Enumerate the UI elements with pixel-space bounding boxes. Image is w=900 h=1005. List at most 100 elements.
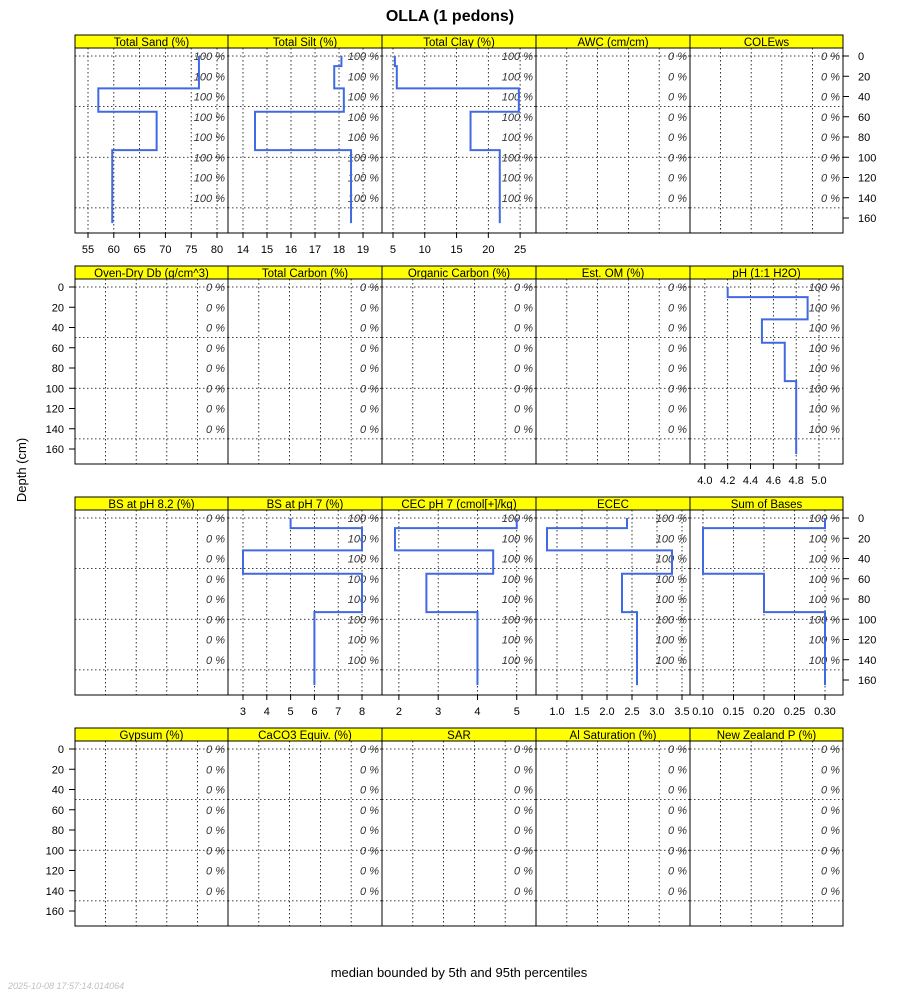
panel-title: AWC (cm/cm) [577,37,648,49]
percent-label: 100 % [502,112,533,124]
percent-label: 0 % [668,173,687,185]
percent-label: 0 % [668,744,687,756]
percent-label: 100 % [348,152,379,164]
y-tick-label: 140 [46,886,64,898]
percent-label: 0 % [206,744,225,756]
y-tick-label: 160 [46,444,64,456]
percent-label: 0 % [206,764,225,776]
panel-background [382,48,536,233]
panel-title: SAR [447,730,471,742]
panel-background [75,510,228,695]
percent-label: 100 % [809,554,840,566]
panel-background [536,510,690,695]
percent-label: 100 % [502,655,533,667]
percent-label: 100 % [809,404,840,416]
x-tick-label: 5.0 [811,475,826,487]
y-tick-label: 20 [858,71,870,83]
percent-label: 0 % [514,805,533,817]
percent-label: 0 % [360,785,379,797]
percent-label: 0 % [206,635,225,647]
percent-label: 0 % [821,51,840,63]
x-tick-label: 6 [311,706,317,718]
percent-label: 0 % [206,363,225,375]
percent-label: 0 % [668,323,687,335]
percent-label: 0 % [360,845,379,857]
percent-label: 0 % [668,71,687,83]
percent-label: 100 % [502,92,533,104]
percent-label: 100 % [809,383,840,395]
percent-label: 100 % [502,71,533,83]
percent-label: 100 % [809,424,840,436]
percent-label: 0 % [514,886,533,898]
percent-label: 0 % [206,282,225,294]
x-tick-label: 3 [240,706,246,718]
percent-label: 0 % [668,805,687,817]
x-tick-label: 0.25 [784,706,805,718]
median-line-series [241,518,364,686]
percent-label: 0 % [360,383,379,395]
x-tick-label: 0.30 [814,706,835,718]
percent-label: 100 % [809,533,840,545]
percent-label: 100 % [348,51,379,63]
y-tick-label: 160 [46,906,64,918]
panel-background [690,741,843,926]
percent-label: 0 % [206,383,225,395]
x-tick-label: 1.5 [574,706,589,718]
x-tick-label: 17 [309,244,321,256]
percent-label: 0 % [206,574,225,586]
median-line-series [701,518,827,686]
x-tick-label: 80 [211,244,223,256]
x-tick-label: 7 [335,706,341,718]
x-axis-label: median bounded by 5th and 95th percentil… [331,965,588,980]
x-tick-label: 5 [390,244,396,256]
percent-label: 100 % [502,574,533,586]
y-tick-label: 40 [858,92,870,104]
percent-label: 0 % [514,825,533,837]
percent-label: 0 % [360,363,379,375]
x-tick-label: 15 [261,244,273,256]
y-tick-label: 0 [858,51,864,63]
percent-label: 0 % [206,323,225,335]
panel-background [382,741,536,926]
panel-background [75,741,228,926]
percent-label: 0 % [514,302,533,314]
panel-title: Gypsum (%) [120,730,184,742]
panel-title: Al Saturation (%) [570,730,657,742]
percent-label: 0 % [514,363,533,375]
x-tick-label: 4 [264,706,270,718]
x-tick-label: 8 [359,706,365,718]
percent-label: 0 % [668,193,687,205]
percent-label: 100 % [348,533,379,545]
percent-label: 0 % [360,805,379,817]
y-tick-label: 160 [858,675,876,687]
x-tick-label: 4.8 [789,475,804,487]
panel-title: Total Carbon (%) [262,268,348,280]
percent-label: 0 % [206,404,225,416]
percent-label: 0 % [821,193,840,205]
percent-label: 100 % [194,51,225,63]
percent-label: 0 % [821,785,840,797]
panel-title: COLEws [744,37,790,49]
percent-label: 100 % [348,71,379,83]
percent-label: 100 % [348,173,379,185]
panel-title: BS at pH 8.2 (%) [108,499,194,511]
percent-label: 100 % [194,92,225,104]
y-tick-label: 120 [858,173,876,185]
percent-label: 100 % [502,635,533,647]
percent-label: 0 % [360,282,379,294]
percent-label: 0 % [668,785,687,797]
y-tick-label: 0 [58,744,64,756]
percent-label: 0 % [360,424,379,436]
percent-label: 0 % [514,282,533,294]
percent-label: 0 % [668,152,687,164]
percent-label: 0 % [821,132,840,144]
percent-label: 0 % [668,363,687,375]
panel-title: ECEC [597,499,629,511]
percent-label: 0 % [206,805,225,817]
percent-label: 0 % [668,302,687,314]
panel-title: Total Silt (%) [273,37,338,49]
x-tick-label: 16 [285,244,297,256]
percent-label: 0 % [514,845,533,857]
panel-title: BS at pH 7 (%) [267,499,344,511]
panel-background [75,48,228,233]
